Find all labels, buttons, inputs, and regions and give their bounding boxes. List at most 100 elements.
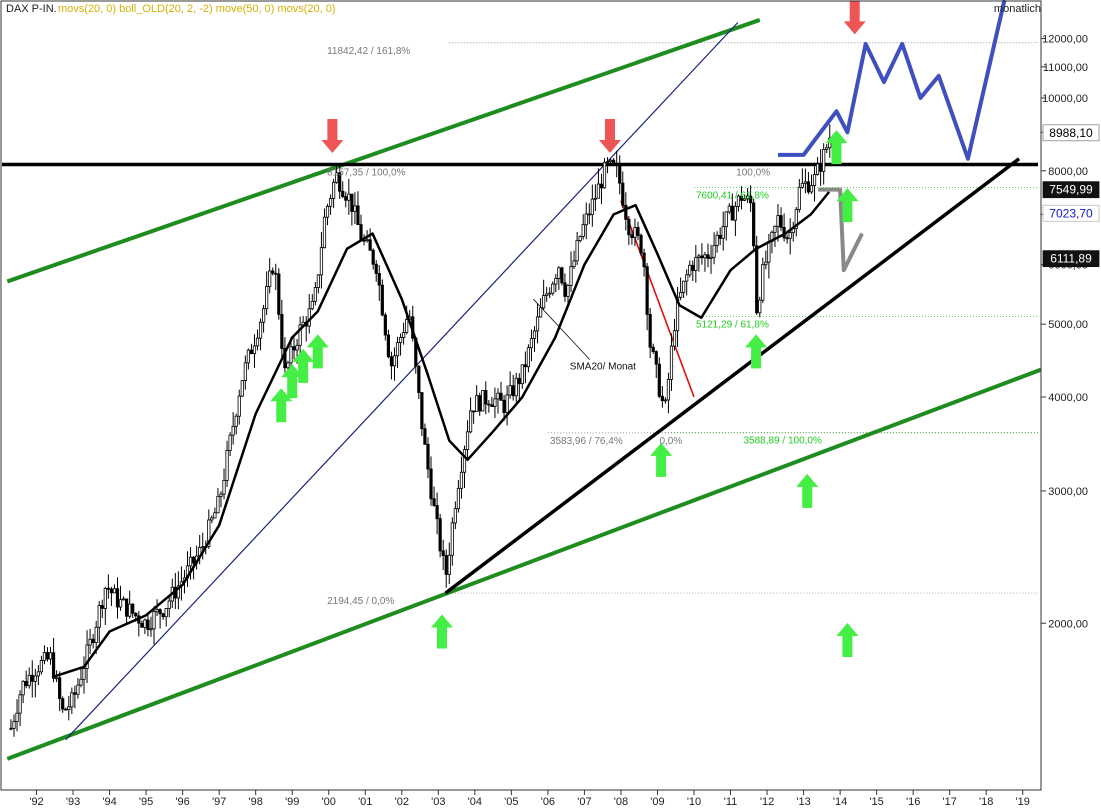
candle-body: [459, 471, 464, 489]
x-tick-label: '01: [358, 796, 372, 808]
candle-body: [694, 257, 698, 271]
candle-body: [392, 355, 397, 367]
candle-body: [61, 698, 65, 710]
candle-body: [825, 147, 829, 150]
candle-body: [666, 379, 671, 401]
candle-body: [368, 239, 372, 251]
candle-body: [633, 227, 637, 238]
candle-body: [325, 205, 330, 218]
candle-body: [335, 172, 339, 183]
candle-body: [234, 415, 238, 427]
candle-body: [268, 270, 272, 287]
up-arrow-icon: [306, 334, 329, 369]
candle-body: [271, 270, 275, 274]
candle-body: [645, 266, 649, 315]
x-tick-label: '07: [577, 796, 591, 808]
candle-body: [30, 674, 34, 682]
candle-body: [51, 652, 56, 679]
candle-body: [800, 182, 804, 188]
candle-body: [405, 319, 409, 333]
candle-body: [64, 708, 68, 711]
candle-body: [703, 254, 707, 259]
candle-body: [554, 278, 558, 285]
candle-body: [493, 398, 497, 407]
candle-body: [575, 240, 579, 262]
candle-body: [164, 607, 168, 618]
up-arrow-icon: [836, 623, 859, 658]
y-tick-label: 3000,00: [1048, 486, 1088, 498]
candle-body: [85, 644, 89, 670]
candle-body: [353, 205, 357, 212]
candle-body: [383, 314, 387, 336]
candle-body: [758, 299, 762, 314]
candle-body: [654, 351, 658, 365]
candle-body: [785, 237, 789, 240]
x-tick-label: '99: [285, 796, 299, 808]
price-label: 8988,10: [1049, 126, 1093, 140]
candle-body: [709, 256, 713, 259]
candle-body: [812, 174, 817, 186]
candle-body: [484, 390, 488, 405]
candle-body: [188, 556, 193, 567]
x-tick-label: '16: [906, 796, 920, 808]
fib-level-label: 2194,45 / 0,0%: [327, 596, 394, 607]
candle-body: [481, 390, 485, 412]
candle-body: [338, 172, 342, 192]
candle-body: [691, 264, 695, 271]
candle-body: [39, 660, 43, 673]
price-label: 7549,99: [1049, 183, 1093, 197]
candle-body: [688, 264, 692, 276]
candle-body: [131, 603, 135, 614]
candle-body: [161, 613, 165, 618]
candle-body: [663, 399, 667, 402]
candle-body: [752, 202, 756, 247]
candle-body: [219, 493, 223, 497]
candle-body: [648, 314, 652, 348]
candle-body: [523, 364, 527, 368]
candle-body: [243, 362, 247, 381]
candle-body: [255, 337, 260, 347]
candle-body: [718, 234, 722, 239]
price-label: 7023,70: [1049, 206, 1093, 220]
candle-body: [417, 365, 421, 393]
candle-body: [359, 224, 363, 241]
x-tick-label: '17: [943, 796, 957, 808]
candle-body: [143, 619, 147, 628]
candle-body: [475, 395, 479, 412]
candle-body: [79, 678, 83, 686]
candle-body: [578, 235, 582, 241]
candle-body: [822, 148, 826, 172]
candle-body: [12, 721, 16, 729]
candle-body: [584, 213, 588, 226]
plot-frame: [0, 0, 1042, 791]
green-channel-upper: [6, 18, 761, 284]
candle-body: [499, 392, 503, 401]
price-label-box: [1042, 181, 1100, 199]
candle-body: [289, 346, 293, 364]
candle-body: [277, 273, 281, 315]
candle-body: [109, 588, 114, 594]
candle-body: [67, 706, 71, 711]
x-tick-label: '15: [869, 796, 883, 808]
candle-body: [191, 556, 196, 564]
up-arrow-icon: [745, 334, 768, 369]
candle-body: [733, 205, 737, 221]
y-tick-label: 12000,00: [1042, 33, 1088, 45]
candle-body: [642, 252, 646, 268]
candle-body: [420, 392, 424, 430]
candle-body: [548, 292, 552, 295]
candle-body: [380, 284, 384, 316]
up-arrow-icon: [430, 614, 453, 649]
candle-body: [815, 163, 820, 175]
candle-body: [70, 692, 74, 708]
price-label-box: [1042, 124, 1100, 142]
candle-body: [398, 337, 403, 343]
candle-body: [806, 181, 811, 193]
candle-body: [18, 694, 22, 714]
red-trend-line: [620, 200, 695, 398]
candle-body: [529, 338, 534, 349]
down-arrow-icon: [843, 0, 866, 35]
x-tick-label: '04: [468, 796, 482, 808]
candle-body: [715, 234, 719, 246]
